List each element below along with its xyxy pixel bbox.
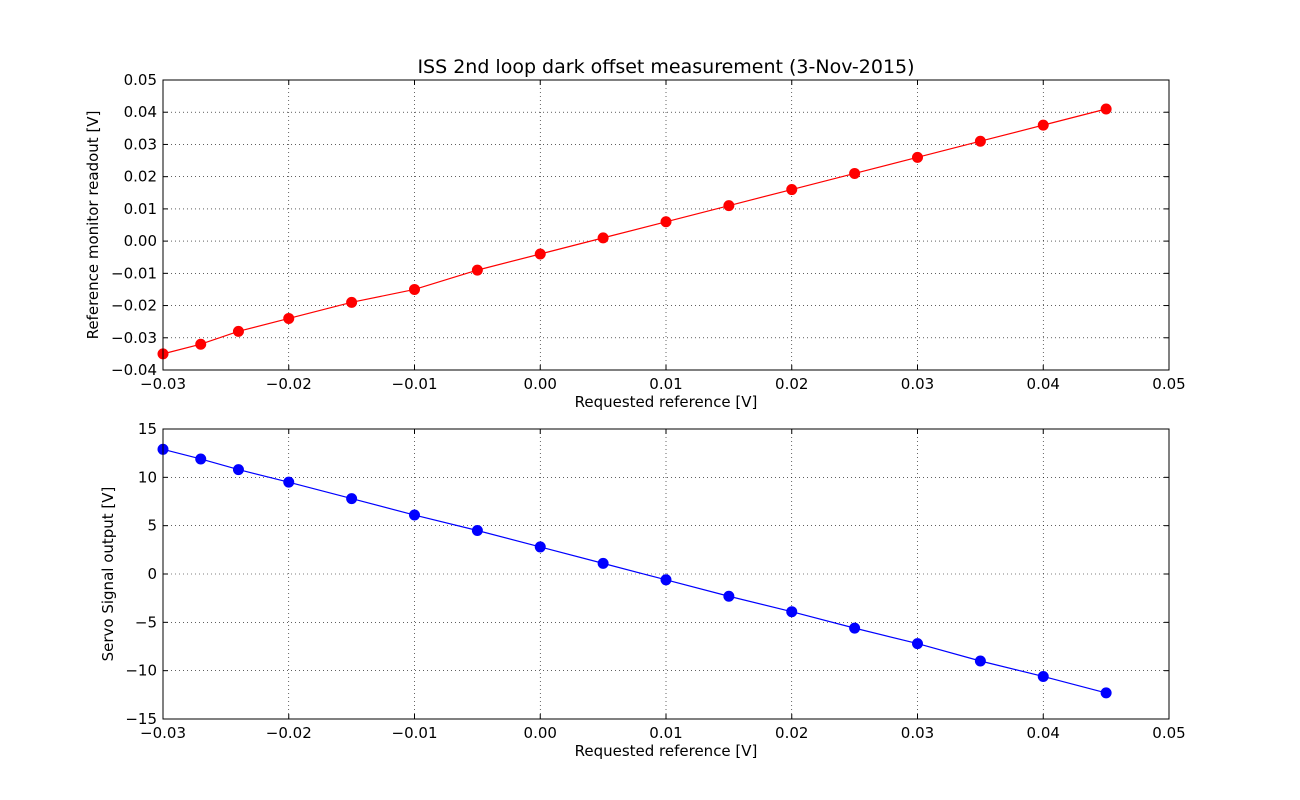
bottom-data-point <box>534 541 546 553</box>
bottom-x-tick-label: 0.03 <box>901 724 934 742</box>
top-series <box>157 103 1112 360</box>
bottom-plot-frame <box>162 428 1170 720</box>
top-x-tick-labels: −0.03 −0.02 −0.01 0.00 0.01 0.02 0.03 0.04 0.05 <box>140 375 1186 393</box>
top-x-tick-label: 0.01 <box>649 375 682 393</box>
bottom-x-tick-label: 0.01 <box>649 724 682 742</box>
bottom-data-point <box>409 509 420 521</box>
bottom-series <box>157 443 1112 699</box>
top-x-tick-label: 0.00 <box>524 375 557 393</box>
bottom-data-point <box>723 590 735 602</box>
top-x-tick-label: 0.02 <box>775 375 808 393</box>
bottom-data-point <box>195 453 207 465</box>
top-data-point <box>912 151 923 163</box>
bottom-x-tick-label: 0.05 <box>1152 724 1185 742</box>
bottom-y-tick-label: 10 <box>138 468 157 486</box>
bottom-x-tick-label: 0.04 <box>1027 724 1060 742</box>
top-x-tick-label: −0.01 <box>392 375 438 393</box>
top-y-axis-label: Reference monitor readout [V] <box>84 111 102 340</box>
bottom-y-tick-label: −5 <box>135 613 157 631</box>
bottom-y-tick-label: 15 <box>138 420 157 438</box>
bottom-x-tick-label: 0.00 <box>524 724 557 742</box>
top-plot-frame <box>162 79 1170 371</box>
top-x-axis-label: Requested reference [V] <box>575 393 758 411</box>
top-x-tick-label: 0.05 <box>1152 375 1185 393</box>
bottom-series-line <box>162 448 1107 694</box>
top-data-point <box>346 296 358 308</box>
top-y-tick-label: 0.04 <box>124 103 157 121</box>
top-y-tick-label: −0.02 <box>111 297 157 315</box>
bottom-x-tick-labels: −0.03 −0.02 −0.01 0.00 0.01 0.02 0.03 0.04 0.05 <box>140 724 1186 742</box>
top-data-point <box>195 338 207 350</box>
bottom-data-point <box>232 464 244 476</box>
bottom-grid <box>163 429 1169 719</box>
bottom-data-point <box>283 476 295 488</box>
top-data-point <box>534 248 546 260</box>
chart-title: ISS 2nd loop dark offset measurement (3-… <box>417 56 914 78</box>
top-data-point <box>471 264 483 276</box>
top-y-tick-label: 0.00 <box>124 232 157 250</box>
bottom-data-point <box>1037 670 1049 682</box>
bottom-x-axis-label: Requested reference [V] <box>575 742 758 760</box>
top-data-point <box>409 283 420 295</box>
bottom-data-point <box>786 606 798 618</box>
top-y-tick-label: 0.02 <box>124 168 157 186</box>
top-x-tick-label: 0.04 <box>1027 375 1060 393</box>
top-x-tick-label: −0.02 <box>266 375 312 393</box>
bottom-plot: −0.03 −0.02 −0.01 0.00 0.01 0.02 0.03 0.04 0.05 … <box>99 420 1186 760</box>
bottom-data-point <box>974 655 986 667</box>
top-data-point <box>597 232 609 244</box>
top-y-tick-label: −0.01 <box>111 264 157 282</box>
top-data-point <box>660 216 672 228</box>
top-data-point <box>849 167 861 179</box>
bottom-x-tick-label: 0.02 <box>775 724 808 742</box>
top-data-point <box>1037 119 1049 131</box>
bottom-y-tick-label: 5 <box>147 517 157 535</box>
bottom-data-point <box>346 493 358 505</box>
bottom-y-axis-label: Servo Signal output [V] <box>99 487 117 662</box>
top-x-tick-label: 0.03 <box>901 375 934 393</box>
bottom-x-tick-label: −0.01 <box>392 724 438 742</box>
bottom-data-point <box>471 525 483 536</box>
top-data-point <box>974 135 986 147</box>
top-series-line <box>162 108 1107 355</box>
bottom-y-tick-label: 0 <box>147 565 157 583</box>
bottom-data-point <box>597 557 609 569</box>
top-data-point <box>786 184 798 196</box>
top-plot: −0.03 −0.02 −0.01 0.00 0.01 0.02 0.03 0.04 0.05 … <box>84 71 1186 411</box>
bottom-data-point <box>660 574 672 586</box>
bottom-y-tick-labels: −15 −10 −5 0 5 10 15 <box>125 420 157 728</box>
top-data-point <box>723 200 735 212</box>
top-data-point <box>283 312 295 324</box>
bottom-y-tick-label: −10 <box>125 662 157 680</box>
top-y-tick-label: 0.03 <box>124 135 157 153</box>
top-y-tick-label: 0.01 <box>124 200 157 218</box>
bottom-y-tick-label: −15 <box>125 710 157 728</box>
bottom-data-point <box>1100 687 1112 699</box>
top-y-tick-label: −0.04 <box>111 361 157 379</box>
bottom-x-tick-label: −0.02 <box>266 724 312 742</box>
top-y-tick-label: 0.05 <box>124 71 157 89</box>
top-y-tick-labels: −0.04 −0.03 −0.02 −0.01 0.00 0.01 0.02 0.03 0.04… <box>111 71 157 379</box>
top-data-point <box>232 325 244 337</box>
bottom-data-point <box>849 622 861 634</box>
top-data-point <box>1100 103 1112 115</box>
top-x-tick-label: −0.03 <box>140 375 186 393</box>
bottom-data-point <box>912 638 923 650</box>
bottom-x-tick-label: −0.03 <box>140 724 186 742</box>
top-y-tick-label: −0.03 <box>111 329 157 347</box>
